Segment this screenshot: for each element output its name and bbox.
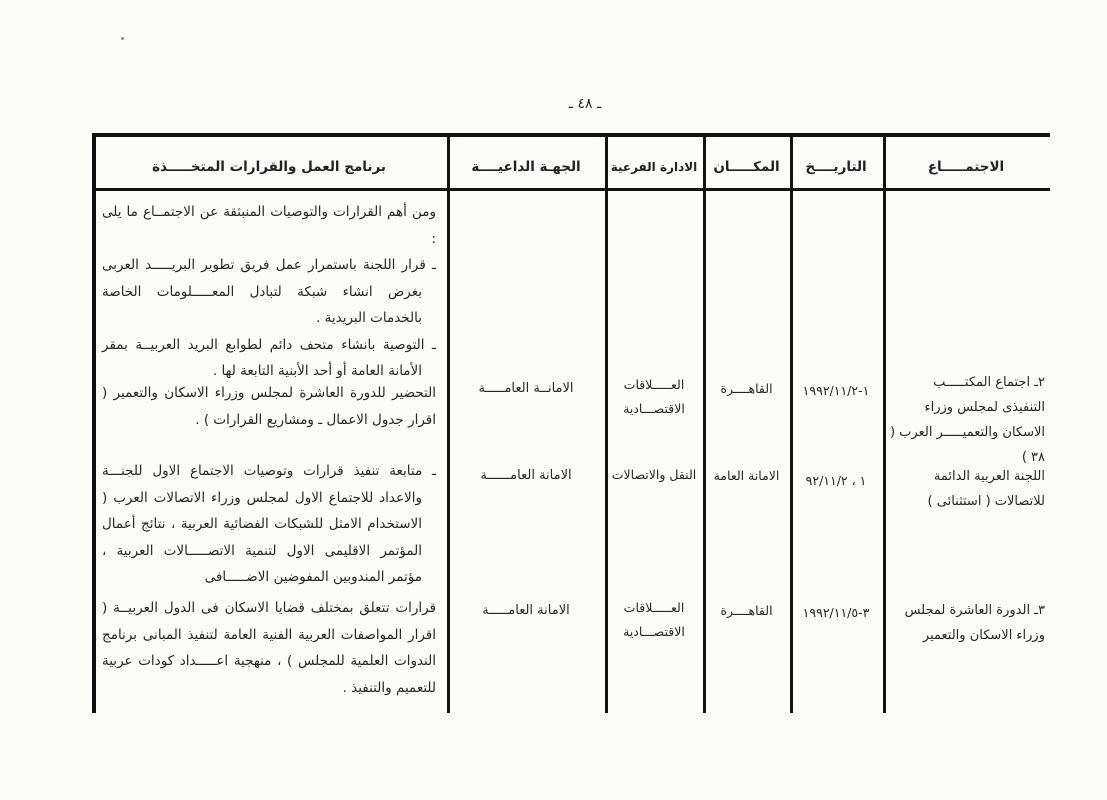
column-header-date: التاريــــخ — [805, 159, 867, 175]
column-header-meeting: الاجتمـــــاع — [927, 159, 1005, 175]
header-separator-line — [92, 188, 1050, 191]
sub-admin-cell-row-3: العـــــلاقات الاقتصـــادية — [623, 600, 685, 639]
column-divider-place-date — [790, 133, 793, 713]
place-cell-row-3: القاهــــرة — [720, 603, 773, 618]
meeting-cell-row-3: ٣ـ الدورة العاشرة لمجلس وزراء الاسكان وا… — [904, 603, 1045, 643]
meeting-cell-row-1: ٢ـ اجتماع المكتـــــب التنفيذى لمجلس وزر… — [889, 375, 1045, 465]
sub-admin-cell-row-2: النقل والاتصالات — [611, 467, 697, 482]
place-cell-row-1: القاهــــرة — [720, 381, 773, 396]
date-cell-row-3: ١٩٩٢/١١/٥-٣ — [802, 605, 870, 620]
meetings-table: الاجتمـــــاع التاريــــخ المكـــــان ال… — [92, 133, 1050, 713]
column-header-sub-admin: الادارة الفرعية — [610, 160, 698, 174]
entity-cell-row-1: الامانــة العامـــــة — [478, 381, 574, 396]
column-divider-admin-place — [703, 133, 706, 713]
entity-cell-row-3: الامانة العامـــــة — [482, 603, 570, 618]
program-cell-row-1: التحضير للدورة العاشرة لمجلس وزراء الاسك… — [102, 385, 436, 428]
entity-cell-row-2: الامانة العامــــــة — [480, 468, 572, 483]
intro-paragraph-3: ـ التوصية بانشاء متحف دائم لطوابع البريد… — [102, 336, 436, 380]
scan-artifact-dot — [121, 37, 124, 40]
sub-admin-cell-row-1: العـــــلاقات الاقتصـــادية — [623, 377, 685, 416]
date-cell-row-2: ٩٢/١١/٢ ، ١ — [805, 473, 867, 488]
column-header-place: المكـــــان — [713, 159, 780, 175]
intro-paragraph-1: ومن أهم القرارات والتوصيات المنبثقة عن ا… — [102, 204, 436, 247]
program-cell-intro: ومن أهم القرارات والتوصيات المنبثقة عن ا… — [102, 199, 436, 385]
page-number: ـ ٤٨ ـ — [568, 96, 602, 112]
column-divider-entity-admin — [605, 133, 608, 713]
column-header-convening-entity: الجهـة الداعيــــة — [471, 159, 581, 175]
table-top-border — [92, 133, 1050, 137]
place-cell-row-2: الامانة العامة — [713, 468, 780, 483]
date-cell-row-1: ١٩٩٢/١١/٢-١ — [802, 383, 870, 398]
table-left-border — [92, 133, 96, 713]
intro-paragraph-2: ـ قرار اللجنة باستمرار عمل فريق تطوير ال… — [102, 257, 436, 326]
program-cell-row-2: ـ متابعة تنفيذ قرارات وتوصيات الاجتماع ا… — [102, 463, 436, 585]
column-header-program: برنامج العمل والقرارات المتخـــــذة — [152, 159, 386, 175]
meeting-cell-row-2: اللجنة العربية الدائمة للاتصالات ( استثن… — [927, 469, 1045, 509]
column-divider-program-entity — [447, 133, 450, 713]
column-divider-date-meeting — [883, 133, 886, 713]
program-cell-row-3: قرارات تتعلق بمختلف قضايا الاسكان فى الد… — [102, 600, 436, 696]
